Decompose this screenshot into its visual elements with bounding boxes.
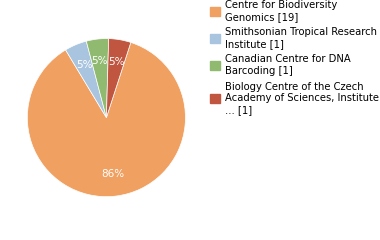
Text: 86%: 86% bbox=[101, 169, 124, 179]
Wedge shape bbox=[86, 39, 109, 118]
Wedge shape bbox=[27, 42, 185, 197]
Wedge shape bbox=[66, 41, 106, 118]
Text: 5%: 5% bbox=[92, 56, 108, 66]
Text: 5%: 5% bbox=[76, 60, 92, 70]
Wedge shape bbox=[106, 39, 131, 118]
Text: 5%: 5% bbox=[108, 57, 124, 66]
Legend: Centre for Biodiversity
Genomics [19], Smithsonian Tropical Research
Institute [: Centre for Biodiversity Genomics [19], S… bbox=[210, 0, 379, 115]
